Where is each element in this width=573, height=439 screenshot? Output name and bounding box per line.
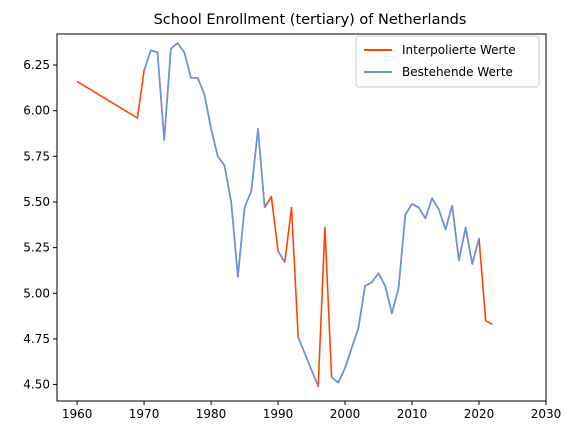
legend-box [355, 35, 540, 88]
y-tick-label: 5.75 [23, 149, 50, 163]
series-line-existing [331, 197, 480, 384]
series-line-existing [143, 42, 266, 278]
series-line-interpolated [76, 42, 493, 388]
x-tick-label: 2010 [397, 407, 428, 421]
series-line-existing [297, 336, 319, 387]
legend: Interpolierte Werte Bestehende Werte [355, 35, 540, 88]
plot-frame [56, 33, 547, 402]
axis-ticks: 1960 1970 1980 1990 2000 2010 2020 2030 4.50 4.75… [23, 58, 561, 421]
y-tick-label: 4.75 [23, 332, 50, 346]
x-tick-label: 2000 [330, 407, 361, 421]
y-tick-label: 4.50 [23, 378, 50, 392]
legend-label-existing: Bestehende Werte [402, 65, 513, 79]
plot-lines [76, 42, 493, 388]
y-tick-label: 6.00 [23, 104, 50, 118]
x-tick-label: 1970 [129, 407, 160, 421]
series-line-existing [277, 250, 286, 263]
y-tick-label: 5.00 [23, 286, 50, 300]
y-tick-label: 5.50 [23, 195, 50, 209]
chart-title: School Enrollment (tertiary) of Netherla… [154, 12, 467, 28]
x-tick-label: 1960 [62, 407, 93, 421]
y-tick-label: 6.25 [23, 58, 50, 72]
x-tick-label: 2030 [531, 407, 562, 421]
x-tick-label: 1980 [196, 407, 227, 421]
x-tick-label: 2020 [464, 407, 495, 421]
legend-label-interpolated: Interpolierte Werte [402, 43, 516, 57]
x-tick-label: 1990 [263, 407, 294, 421]
y-tick-label: 5.25 [23, 241, 50, 255]
